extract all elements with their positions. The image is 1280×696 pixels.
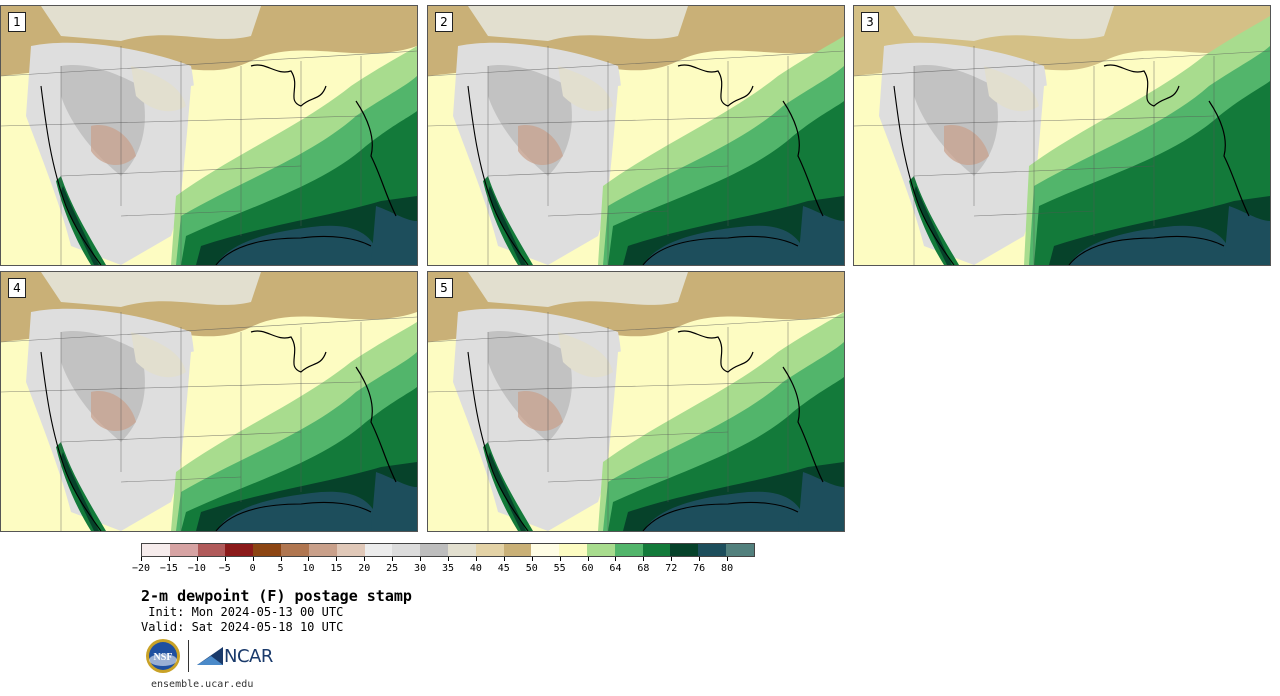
map-panel-1: 1 bbox=[0, 5, 418, 266]
colorbar-tick bbox=[503, 557, 505, 561]
dewpoint-map-3 bbox=[854, 6, 1270, 265]
colorbar-tick-label: −5 bbox=[218, 563, 231, 574]
colorbar-tick-label: 35 bbox=[441, 563, 455, 574]
colorbar-tick-label: 0 bbox=[249, 563, 256, 574]
colorbar-tick bbox=[252, 557, 254, 561]
colorbar-swatch bbox=[253, 544, 282, 556]
colorbar-tick bbox=[141, 557, 142, 561]
colorbar-swatch bbox=[197, 544, 226, 556]
colorbar-swatch bbox=[447, 544, 476, 556]
nsf-logo-icon: NSF bbox=[146, 639, 180, 673]
ncar-logo-icon bbox=[197, 647, 223, 665]
nsf-logo-text: NSF bbox=[154, 652, 173, 663]
colorbar-tick-label: 64 bbox=[609, 563, 622, 574]
colorbar-swatch bbox=[420, 544, 448, 556]
colorbar-tick bbox=[531, 557, 533, 561]
colorbar-swatch bbox=[475, 544, 504, 556]
panel-number: 3 bbox=[861, 12, 879, 32]
map-panel-4: 4 bbox=[0, 271, 418, 532]
map-panel-2: 2 bbox=[427, 5, 845, 266]
colorbar-tick bbox=[615, 557, 617, 561]
colorbar-swatch bbox=[142, 544, 170, 556]
colorbar-swatch bbox=[587, 544, 615, 556]
colorbar-swatch bbox=[336, 544, 365, 556]
colorbar-tick-label: 30 bbox=[414, 563, 427, 574]
colorbar-swatch bbox=[726, 544, 754, 556]
colorbar-swatch bbox=[670, 544, 699, 556]
plot-title: 2-m dewpoint (F) postage stamp bbox=[141, 587, 412, 605]
colorbar-tick bbox=[671, 557, 673, 561]
colorbar-swatch bbox=[281, 544, 309, 556]
colorbar-swatch bbox=[642, 544, 671, 556]
colorbar-tick bbox=[196, 557, 198, 561]
colorbar-swatch bbox=[698, 544, 727, 556]
panel-number: 4 bbox=[8, 278, 26, 298]
colorbar-swatch bbox=[503, 544, 532, 556]
colorbar-tick bbox=[587, 557, 589, 561]
colorbar-tick-label: −10 bbox=[187, 563, 206, 574]
colorbar-tick bbox=[559, 557, 561, 561]
dewpoint-map-2 bbox=[428, 6, 844, 265]
dewpoint-map-5 bbox=[428, 272, 844, 531]
colorbar-tick-label: 20 bbox=[358, 563, 371, 574]
ncar-logo-text: NCAR bbox=[224, 646, 273, 667]
colorbar-swatch bbox=[614, 544, 643, 556]
init-time: Init: Mon 2024-05-13 00 UTC bbox=[141, 605, 344, 619]
colorbar-tick-label: 50 bbox=[525, 563, 538, 574]
colorbar-swatch bbox=[364, 544, 393, 556]
colorbar-tick-label: −20 bbox=[131, 563, 151, 574]
colorbar-tick-label: 68 bbox=[637, 563, 650, 574]
panel-number: 5 bbox=[435, 278, 453, 298]
colorbar-tick bbox=[168, 557, 170, 561]
colorbar-tick bbox=[280, 557, 282, 561]
colorbar-swatch bbox=[392, 544, 421, 556]
colorbar-tick bbox=[392, 557, 394, 561]
colorbar-swatch bbox=[559, 544, 587, 556]
colorbar-tick-label: 40 bbox=[469, 563, 482, 574]
colorbar bbox=[141, 543, 755, 557]
colorbar-swatch bbox=[225, 544, 254, 556]
logos: NSF NCAR bbox=[144, 638, 284, 674]
panel-number: 1 bbox=[8, 12, 26, 32]
colorbar-tick-label: 80 bbox=[721, 563, 734, 574]
map-panel-3: 3 bbox=[853, 5, 1271, 266]
colorbar-tick bbox=[336, 557, 338, 561]
colorbar-tick bbox=[448, 557, 449, 561]
colorbar-tick bbox=[643, 557, 645, 561]
dewpoint-map-4 bbox=[1, 272, 417, 531]
colorbar-tick-label: 5 bbox=[277, 563, 284, 574]
colorbar-tick-label: 45 bbox=[497, 563, 510, 574]
colorbar-tick-label: 55 bbox=[553, 563, 566, 574]
colorbar-swatch bbox=[308, 544, 337, 556]
colorbar-tick bbox=[420, 557, 422, 561]
colorbar-tick bbox=[308, 557, 310, 561]
colorbar-tick-label: 10 bbox=[302, 563, 315, 574]
colorbar-tick-label: 60 bbox=[581, 563, 594, 574]
colorbar-tick bbox=[364, 557, 366, 561]
site-url: ensemble.ucar.edu bbox=[151, 679, 254, 690]
colorbar-swatch bbox=[169, 544, 198, 556]
colorbar-tick bbox=[699, 557, 701, 561]
colorbar-ticks: −20 −15 −10 −5 0 5 10 15 20 25 30 35 40 45 50 55 60 64 68 7… bbox=[132, 557, 755, 579]
colorbar-tick-label: −15 bbox=[159, 563, 178, 574]
valid-time: Valid: Sat 2024-05-18 10 UTC bbox=[141, 620, 344, 634]
dewpoint-map-1 bbox=[1, 6, 417, 265]
colorbar-tick bbox=[224, 557, 226, 561]
colorbar-tick bbox=[727, 557, 729, 561]
colorbar-tick bbox=[475, 557, 477, 561]
colorbar-tick-label: 15 bbox=[330, 563, 343, 574]
colorbar-swatch bbox=[531, 544, 560, 556]
colorbar-tick-label: 72 bbox=[665, 563, 678, 574]
colorbar-tick-label: 25 bbox=[386, 563, 399, 574]
panel-number: 2 bbox=[435, 12, 453, 32]
logo-separator bbox=[188, 640, 189, 672]
map-panel-5: 5 bbox=[427, 271, 845, 532]
colorbar-tick-label: 76 bbox=[693, 563, 706, 574]
